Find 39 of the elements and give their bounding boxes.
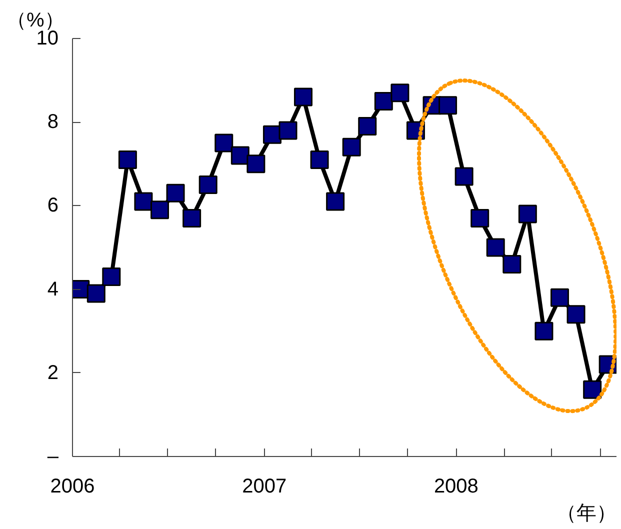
point [150, 200, 169, 220]
y-tick-label: 2 [47, 362, 58, 384]
point [278, 121, 298, 140]
point [534, 322, 554, 340]
point [342, 138, 361, 156]
point [230, 146, 250, 165]
point [214, 134, 234, 152]
point [486, 238, 505, 257]
x-tick-label: 2006 [50, 476, 95, 498]
point [566, 305, 586, 324]
point [166, 184, 185, 202]
point [374, 92, 393, 110]
point [583, 380, 602, 399]
point [198, 176, 218, 194]
point [182, 208, 202, 228]
point [502, 254, 522, 274]
point [134, 192, 153, 211]
x-axis-title: （年） [556, 502, 616, 524]
y-tick-label: 4 [47, 278, 58, 300]
point [310, 150, 329, 169]
point [86, 284, 106, 303]
point [470, 208, 490, 228]
point [550, 288, 569, 307]
y-tick-label: 8 [47, 111, 58, 134]
point [358, 117, 377, 136]
y-axis-title: （%） [6, 10, 64, 32]
point [294, 88, 312, 106]
x-tick-label: 2007 [242, 476, 287, 498]
point [454, 167, 474, 186]
point [118, 150, 137, 169]
point [438, 96, 458, 115]
x-tick-label: 2008 [434, 476, 478, 498]
point [326, 192, 345, 211]
point [102, 268, 121, 286]
y-tick-label: 6 [47, 194, 58, 217]
point [518, 204, 537, 224]
point [246, 154, 266, 174]
point [390, 84, 410, 102]
y-tick-label: – [47, 446, 60, 468]
